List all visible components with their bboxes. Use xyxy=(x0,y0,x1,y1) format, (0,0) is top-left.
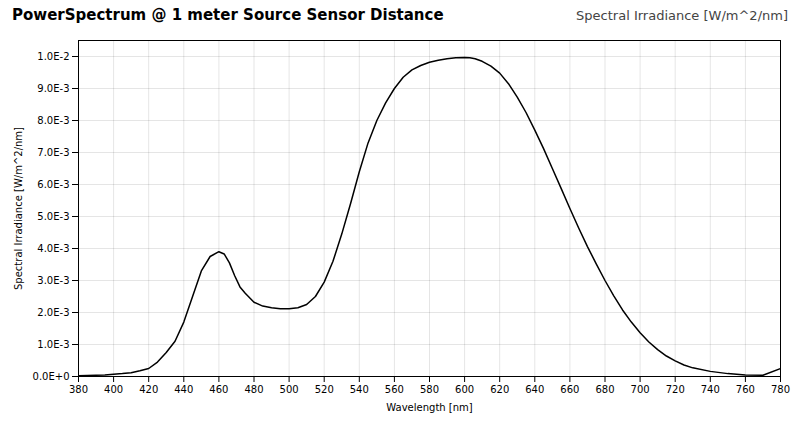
svg-text:780: 780 xyxy=(771,384,790,395)
svg-text:1.0E-3: 1.0E-3 xyxy=(37,339,69,350)
svg-text:760: 760 xyxy=(736,384,755,395)
svg-text:5.0E-3: 5.0E-3 xyxy=(37,211,69,222)
svg-text:640: 640 xyxy=(525,384,544,395)
svg-text:540: 540 xyxy=(350,384,369,395)
svg-text:8.0E-3: 8.0E-3 xyxy=(37,115,69,126)
svg-text:720: 720 xyxy=(666,384,685,395)
svg-text:Wavelength [nm]: Wavelength [nm] xyxy=(386,402,472,413)
svg-text:6.0E-3: 6.0E-3 xyxy=(37,179,69,190)
svg-text:2.0E-3: 2.0E-3 xyxy=(37,307,69,318)
svg-text:0.0E+0: 0.0E+0 xyxy=(33,371,70,382)
svg-text:700: 700 xyxy=(631,384,650,395)
svg-text:620: 620 xyxy=(490,384,509,395)
svg-text:660: 660 xyxy=(560,384,579,395)
svg-text:3.0E-3: 3.0E-3 xyxy=(37,275,69,286)
svg-text:420: 420 xyxy=(139,384,158,395)
svg-text:1.0E-2: 1.0E-2 xyxy=(37,51,69,62)
html-text:PowerSpectrum @ 1 meter Source: PowerSpectrum @ 1 meter Source Sensor Di… xyxy=(12,6,444,24)
svg-text:500: 500 xyxy=(280,384,299,395)
svg-text:520: 520 xyxy=(315,384,334,395)
svg-text:7.0E-3: 7.0E-3 xyxy=(37,147,69,158)
svg-text:460: 460 xyxy=(209,384,228,395)
svg-text:740: 740 xyxy=(701,384,720,395)
svg-text:580: 580 xyxy=(420,384,439,395)
svg-text:380: 380 xyxy=(69,384,88,395)
svg-text:680: 680 xyxy=(595,384,614,395)
svg-text:560: 560 xyxy=(385,384,404,395)
html-text:Spectral Irradiance [W/m^2/nm]: Spectral Irradiance [W/m^2/nm] xyxy=(576,8,788,23)
svg-text:400: 400 xyxy=(104,384,123,395)
svg-text:480: 480 xyxy=(244,384,263,395)
svg-text:9.0E-3: 9.0E-3 xyxy=(37,83,69,94)
svg-text:Spectral Irradiance [W/m^2/nm]: Spectral Irradiance [W/m^2/nm] xyxy=(13,127,24,290)
svg-text:440: 440 xyxy=(174,384,193,395)
svg-text:600: 600 xyxy=(455,384,474,395)
svg-text:4.0E-3: 4.0E-3 xyxy=(37,243,69,254)
